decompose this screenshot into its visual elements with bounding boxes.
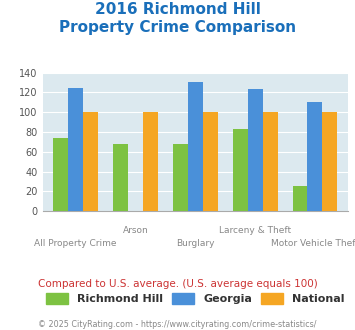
Bar: [68, 88, 83, 211]
Legend: Richmond Hill, Georgia, National: Richmond Hill, Georgia, National: [46, 293, 344, 305]
Text: Motor Vehicle Theft: Motor Vehicle Theft: [271, 239, 355, 248]
Bar: [53, 138, 68, 211]
Bar: [188, 82, 203, 211]
Bar: [173, 144, 188, 211]
Text: Property Crime Comparison: Property Crime Comparison: [59, 20, 296, 35]
Bar: [293, 186, 307, 211]
Text: © 2025 CityRating.com - https://www.cityrating.com/crime-statistics/: © 2025 CityRating.com - https://www.city…: [38, 320, 317, 329]
Text: All Property Crime: All Property Crime: [34, 239, 117, 248]
Bar: [307, 102, 322, 211]
Text: Burglary: Burglary: [176, 239, 214, 248]
Bar: [113, 144, 128, 211]
Text: Larceny & Theft: Larceny & Theft: [219, 226, 291, 235]
Bar: [322, 112, 337, 211]
Bar: [248, 89, 263, 211]
Bar: [203, 112, 218, 211]
Text: Arson: Arson: [122, 226, 148, 235]
Bar: [233, 129, 248, 211]
Bar: [83, 112, 98, 211]
Bar: [143, 112, 158, 211]
Text: Compared to U.S. average. (U.S. average equals 100): Compared to U.S. average. (U.S. average …: [38, 279, 317, 289]
Text: 2016 Richmond Hill: 2016 Richmond Hill: [94, 2, 261, 16]
Bar: [263, 112, 278, 211]
